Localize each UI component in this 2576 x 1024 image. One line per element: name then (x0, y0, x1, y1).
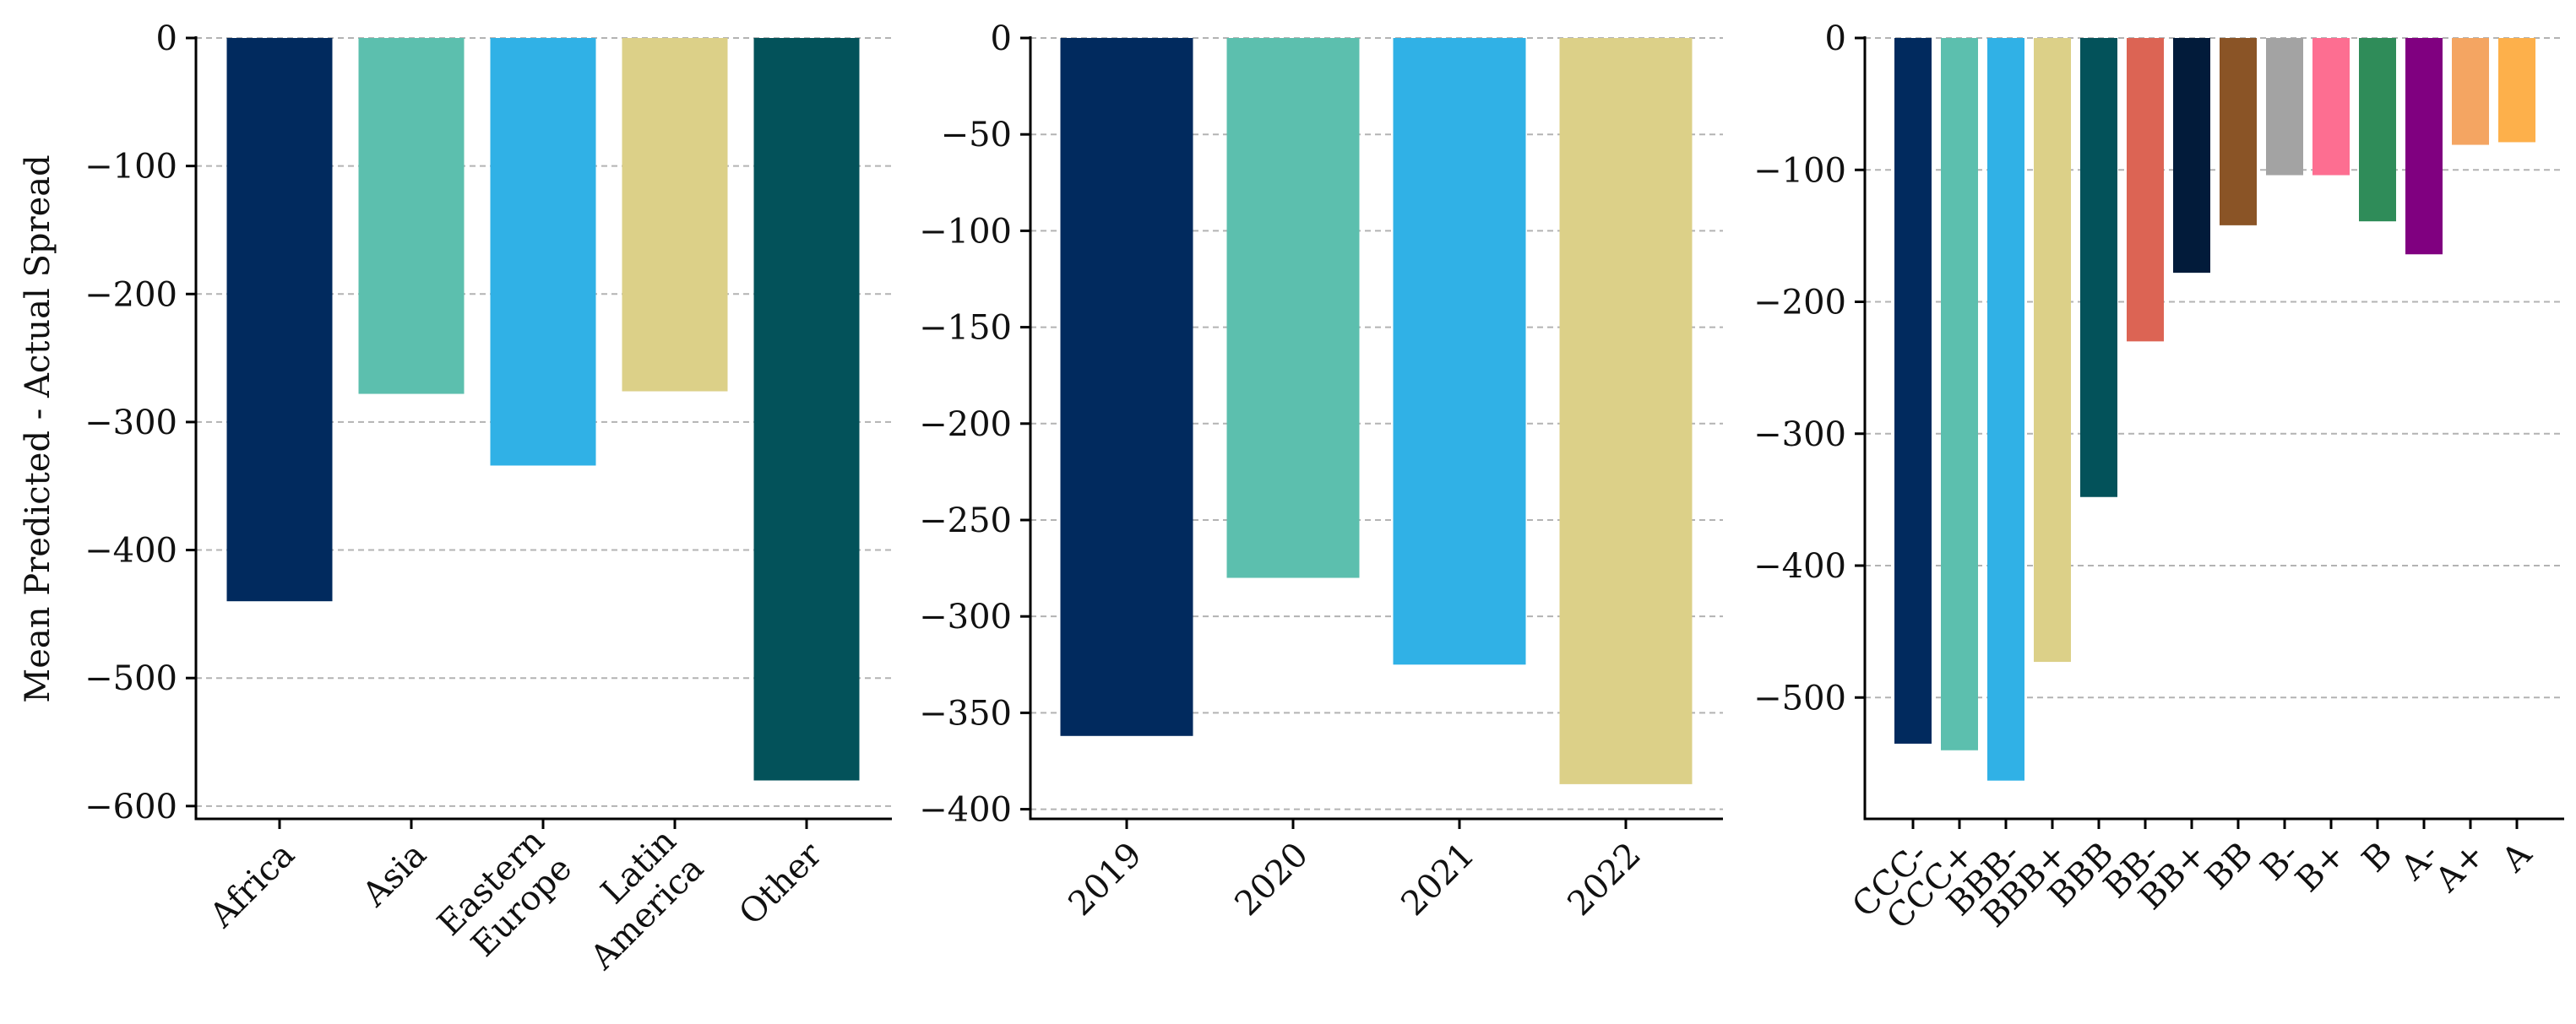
x-tick-label: A+ (2427, 835, 2492, 900)
bar (1226, 38, 1360, 578)
bar (753, 38, 860, 781)
y-tick-label: −200 (84, 275, 177, 314)
y-tick-label: −50 (941, 116, 1012, 154)
chart-panel-2: 0 −50 −100 −150 −200 −250 −300 −350 −400 2019 2020… (919, 19, 1723, 924)
bar (2312, 38, 2350, 176)
bar (1559, 38, 1693, 784)
y-tick-label: −350 (919, 694, 1012, 733)
y-tick-label: −300 (84, 404, 177, 442)
bar (2080, 38, 2117, 497)
bar (2220, 38, 2257, 225)
bar (2405, 38, 2443, 255)
bar (1987, 38, 2024, 781)
x-tick-label: BB (2198, 835, 2260, 897)
bar (2127, 38, 2164, 342)
bar (2034, 38, 2071, 663)
y-tick-label: −500 (84, 659, 177, 698)
x-tick-label: Africa (202, 835, 302, 935)
y-tick-label: −100 (919, 212, 1012, 251)
y-tick-label: −400 (1753, 547, 1846, 586)
y-tick-label: −500 (1753, 679, 1846, 718)
x-tick-label: 2021 (1394, 835, 1482, 924)
bar (226, 38, 333, 602)
y-tick-label: −600 (84, 788, 177, 826)
y-tick-label: −150 (919, 309, 1012, 348)
y-tick-label: −100 (84, 148, 177, 187)
chart-panel-1: 0 −100 −200 −300 −400 −500 −600 Africa AsiaEaste… (84, 19, 892, 978)
x-tick-label: LatinAmerica (555, 821, 711, 978)
y-tick-label: −400 (919, 791, 1012, 830)
y-tick-label: −400 (84, 532, 177, 571)
bar (1894, 38, 1932, 744)
x-tick-label: B+ (2288, 835, 2353, 900)
x-tick-label: B (2355, 835, 2399, 880)
y-axis-label: Mean Predicted - Actual Spread (19, 154, 57, 703)
x-tick-label: EasternEurope (430, 821, 579, 971)
y-tick-label: 0 (991, 19, 1012, 58)
x-tick-label: Other (731, 835, 829, 933)
x-tick-label: Asia (355, 835, 434, 914)
bar (1060, 38, 1193, 736)
y-tick-label: −300 (919, 598, 1012, 637)
x-tick-label: A (2494, 834, 2540, 880)
bar (2452, 38, 2489, 145)
bar (2266, 38, 2303, 176)
y-tick-label: −200 (919, 405, 1012, 444)
y-tick-label: −200 (1753, 284, 1846, 322)
bar (1393, 38, 1526, 665)
bar (358, 38, 465, 394)
y-tick-label: 0 (1825, 19, 1846, 58)
chart-panel-3: 0−100−200−300−400−500CCC-CCC+BBB-BBB+BBB… (1753, 19, 2564, 937)
y-tick-label: −250 (919, 501, 1012, 540)
y-tick-label: 0 (156, 19, 177, 58)
x-tick-label: 2022 (1560, 835, 1649, 924)
y-tick-label: −100 (1753, 151, 1846, 190)
bar (2173, 38, 2210, 274)
bar (1941, 38, 1978, 750)
bar (2359, 38, 2396, 222)
x-tick-label: 2019 (1061, 835, 1149, 924)
bar (2498, 38, 2535, 143)
y-tick-label: −300 (1753, 415, 1846, 454)
bar (622, 38, 728, 392)
bar (490, 38, 596, 466)
x-tick-label: 2020 (1227, 835, 1316, 924)
